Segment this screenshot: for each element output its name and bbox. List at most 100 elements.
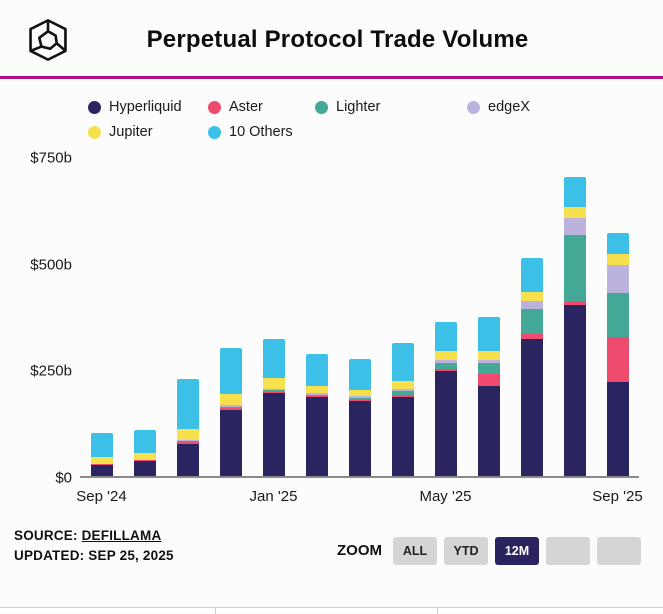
bar-segment-aster[interactable] [391,395,414,398]
bar-segment-lighter[interactable] [477,362,500,374]
bar-segment-edgex[interactable] [434,360,457,363]
legend-item-aster[interactable]: Aster [208,99,315,115]
bar-oct24[interactable] [133,429,156,476]
bar-segment-jupiter[interactable] [176,429,199,440]
bar-segment-aster[interactable] [219,408,242,410]
bar-segment-10-others[interactable] [606,232,629,255]
bar-jun25[interactable] [477,316,500,476]
bar-segment-aster[interactable] [606,337,629,383]
bar-segment-lighter[interactable] [348,397,371,401]
zoom-button-blank[interactable] [597,536,641,565]
bar-segment-edgex[interactable] [477,359,500,363]
bar-segment-edgex[interactable] [219,404,242,407]
bar-segment-10-others[interactable] [133,429,156,454]
bar-feb25[interactable] [305,354,328,476]
bar-segment-edgex[interactable] [305,393,328,395]
bar-segment-hyperliquid[interactable] [606,382,629,476]
bar-segment-lighter[interactable] [305,394,328,396]
bar-segment-jupiter[interactable] [219,394,242,405]
bar-segment-lighter[interactable] [176,440,199,442]
bar-segment-hyperliquid[interactable] [305,397,328,476]
bar-segment-aster[interactable] [563,301,586,306]
bar-segment-aster[interactable] [133,459,156,462]
bar-segment-hyperliquid[interactable] [391,397,414,476]
bar-aug25[interactable] [563,176,586,476]
bar-segment-edgex[interactable] [606,264,629,293]
bar-apr25[interactable] [391,343,414,476]
bar-segment-lighter[interactable] [606,292,629,338]
bar-segment-10-others[interactable] [348,359,371,390]
bar-segment-10-others[interactable] [563,176,586,208]
bar-segment-10-others[interactable] [219,348,242,395]
bar-segment-10-others[interactable] [305,354,328,386]
bar-slot [209,158,252,476]
bar-segment-jupiter[interactable] [305,385,328,394]
bar-segment-lighter[interactable] [219,406,242,409]
zoom-button-all[interactable]: ALL [393,536,437,565]
bar-may25[interactable] [434,322,457,476]
bar-segment-hyperliquid[interactable] [563,305,586,476]
bar-segment-lighter[interactable] [391,391,414,396]
bar-sep25[interactable] [606,232,629,476]
bar-segment-hyperliquid[interactable] [133,461,156,476]
bar-segment-jupiter[interactable] [606,254,629,265]
bar-jul25[interactable] [520,257,543,476]
bar-segment-aster[interactable] [477,373,500,387]
bar-segment-hyperliquid[interactable] [219,409,242,476]
bar-sep24[interactable] [90,433,113,476]
bar-segment-aster[interactable] [90,463,113,466]
bar-segment-jupiter[interactable] [391,380,414,390]
bar-segment-hyperliquid[interactable] [477,386,500,476]
legend-item-hyperliquid[interactable]: Hyperliquid [88,99,208,115]
bar-segment-hyperliquid[interactable] [348,401,371,476]
bar-jan25[interactable] [262,338,285,476]
bar-segment-edgex[interactable] [563,217,586,235]
bar-segment-hyperliquid[interactable] [434,371,457,476]
bar-segment-hyperliquid[interactable] [176,444,199,476]
bar-nov24[interactable] [176,378,199,476]
bar-segment-edgex[interactable] [520,301,543,309]
bar-segment-10-others[interactable] [391,343,414,381]
bar-segment-10-others[interactable] [520,257,543,292]
bar-segment-lighter[interactable] [262,390,285,392]
bar-segment-hyperliquid[interactable] [90,465,113,476]
bar-segment-edgex[interactable] [176,439,199,441]
bar-segment-10-others[interactable] [176,378,199,430]
zoom-button-ytd[interactable]: YTD [444,536,488,565]
legend-item-lighter[interactable]: Lighter [315,99,467,115]
bar-segment-10-others[interactable] [434,322,457,352]
bar-segment-aster[interactable] [520,334,543,340]
bar-segment-lighter[interactable] [434,362,457,370]
bar-segment-edgex[interactable] [262,388,285,391]
bar-segment-jupiter[interactable] [434,351,457,361]
legend-item-10-others[interactable]: 10 Others [208,124,315,140]
zoom-button-blank[interactable] [546,536,590,565]
bar-segment-aster[interactable] [348,400,371,402]
bar-segment-10-others[interactable] [90,433,113,457]
bar-segment-aster[interactable] [262,391,285,393]
bar-segment-hyperliquid[interactable] [262,392,285,476]
source-link[interactable]: DEFILLAMA [81,528,162,543]
bar-segment-edgex[interactable] [391,389,414,392]
bar-segment-jupiter[interactable] [477,351,500,360]
bar-segment-edgex[interactable] [348,396,371,398]
bar-segment-10-others[interactable] [262,338,285,378]
bar-segment-jupiter[interactable] [563,207,586,218]
bar-segment-aster[interactable] [176,441,199,444]
bar-segment-jupiter[interactable] [348,389,371,397]
bar-segment-lighter[interactable] [563,234,586,302]
bar-segment-jupiter[interactable] [90,456,113,464]
bar-mar25[interactable] [348,359,371,476]
bar-segment-hyperliquid[interactable] [520,339,543,476]
bar-segment-jupiter[interactable] [520,291,543,302]
bar-segment-lighter[interactable] [520,308,543,335]
bar-segment-aster[interactable] [434,369,457,372]
zoom-button-12m[interactable]: 12M [495,536,539,565]
bar-segment-10-others[interactable] [477,316,500,352]
bar-dec24[interactable] [219,348,242,476]
legend-item-edgex[interactable]: edgeX [467,99,633,115]
bar-segment-jupiter[interactable] [262,377,285,389]
bar-segment-aster[interactable] [305,395,328,398]
bar-segment-jupiter[interactable] [133,453,156,460]
legend-item-jupiter[interactable]: Jupiter [88,124,208,140]
